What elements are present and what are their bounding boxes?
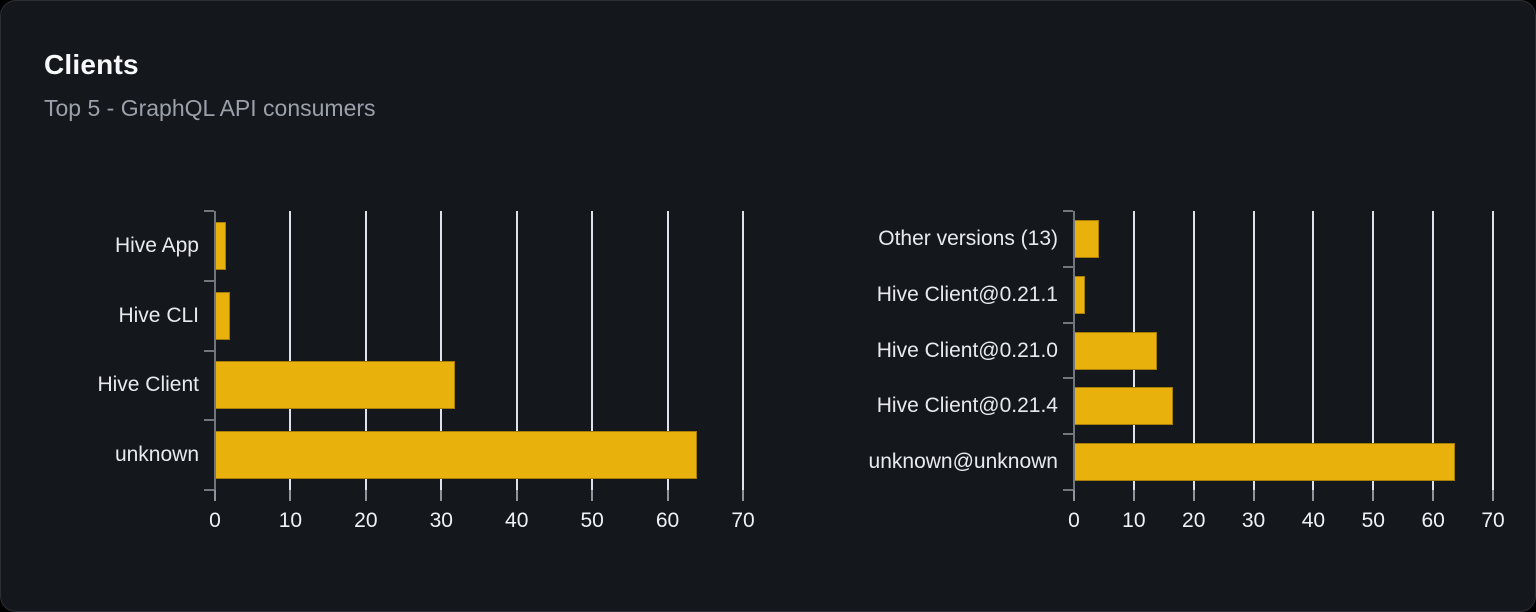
x-tick-label: 30 [1241,509,1266,532]
category-label: Hive Client@0.21.4 [876,394,1058,418]
y-axis-tick [1063,489,1073,491]
gridline [1312,211,1315,490]
x-tick-label: 50 [1361,509,1385,532]
x-axis-tick [1073,490,1075,501]
y-axis-tick [1063,265,1073,268]
bar[interactable] [1074,387,1174,426]
x-axis-tick [1192,490,1195,501]
bar[interactable] [215,291,231,340]
x-axis-tick [364,490,367,501]
x-axis-tick [1132,490,1135,501]
gridline [591,211,594,490]
x-tick-label: 0 [209,509,221,532]
clients-bar-chart-left: 0 10 20 30 40 50 60 70 Hive App Hive CLI Hive Clie… [97,210,755,532]
y-axis-tick [1063,433,1073,436]
bar[interactable] [215,431,697,480]
bar[interactable] [215,221,226,270]
y-axis-tick [1063,321,1073,324]
x-axis-tick [666,490,669,501]
x-axis-tick [515,490,518,501]
y-axis-tick [1063,210,1073,212]
bar[interactable] [1074,275,1085,314]
category-label: Hive App [114,233,199,257]
x-axis-tick [1492,490,1494,501]
x-tick-label: 20 [354,509,378,532]
card-title: Clients [44,49,139,80]
x-axis-tick [214,490,216,501]
y-axis-tick [204,419,214,422]
x-tick-label: 60 [1421,509,1445,532]
x-axis-tick [742,490,744,501]
x-tick-label: 40 [505,509,529,532]
category-label: Hive Client@0.21.1 [876,282,1058,306]
y-axis-tick [204,279,214,282]
gridline [515,211,518,490]
x-axis-tick [1312,490,1315,501]
gridline [289,211,292,490]
category-label: unknown@unknown [868,450,1058,474]
x-tick-label: 10 [278,509,303,532]
gridline [1192,211,1195,490]
gridline [1432,211,1435,490]
category-label: Hive CLI [118,303,199,327]
bar[interactable] [1074,331,1158,370]
x-tick-label: 70 [1481,509,1505,532]
x-tick-label: 50 [580,509,604,532]
x-tick-label: 10 [1122,509,1146,532]
category-label: Hive Client@0.21.0 [876,338,1058,362]
x-axis-tick [289,490,292,501]
bar[interactable] [1074,443,1456,482]
card-subtitle: Top 5 - GraphQL API consumers [44,95,376,121]
y-axis-tick [204,210,214,212]
bar[interactable] [1074,219,1099,258]
x-axis-tick [1432,490,1435,501]
category-label: Other versions (13) [878,226,1058,250]
x-axis-tick [440,490,443,501]
x-tick-label: 60 [655,509,680,532]
category-label: Hive Client [97,373,199,397]
y-axis-line [214,211,216,496]
category-label: unknown [114,443,199,467]
x-tick-label: 70 [731,509,755,532]
x-tick-label: 0 [1068,509,1080,532]
gridline [440,211,443,490]
gridline [1252,211,1255,490]
gridline [1372,211,1375,490]
x-tick-label: 20 [1182,509,1206,532]
clients-versions-bar-chart-right: 0 10 20 30 40 50 60 70 Other versions (13) Hive C… [869,210,1505,532]
y-axis-tick [1063,377,1073,380]
y-axis-line [1073,211,1075,496]
gridline [666,211,669,490]
x-axis-tick [1252,490,1255,501]
gridline [364,211,367,490]
y-axis-tick [204,349,214,352]
gridline [1492,211,1494,490]
x-axis-tick [1372,490,1375,501]
x-tick-label: 40 [1301,509,1326,532]
x-tick-label: 30 [429,509,453,532]
y-axis-tick [204,489,214,491]
bar[interactable] [215,361,455,410]
gridline [742,211,744,490]
x-axis-tick [591,490,594,501]
